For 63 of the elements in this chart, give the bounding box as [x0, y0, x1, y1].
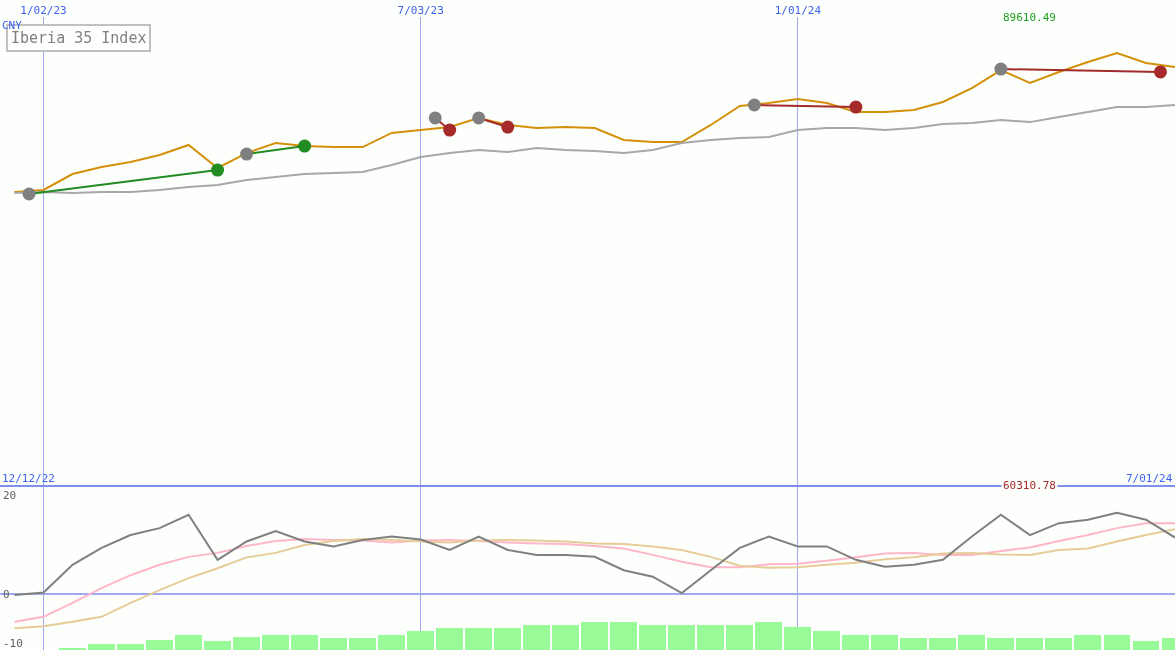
bar — [1045, 638, 1072, 650]
point — [849, 100, 863, 114]
bar — [494, 628, 521, 650]
bar — [784, 627, 811, 650]
bar — [958, 635, 985, 650]
bar — [262, 635, 289, 650]
bar — [320, 638, 347, 650]
point — [1154, 65, 1167, 79]
point — [443, 123, 457, 137]
bar — [349, 638, 376, 650]
y-tick-label: 60310.78 — [1003, 479, 1056, 492]
line-series — [13, 52, 1175, 194]
bar — [842, 635, 869, 650]
bar — [755, 622, 782, 650]
x-tick-label: 1/01/24 — [774, 3, 822, 17]
point — [472, 111, 486, 125]
bar — [378, 635, 405, 650]
text: Iberia 35 Index — [11, 29, 147, 47]
bar — [1016, 638, 1043, 650]
point — [240, 147, 254, 161]
annotation: 12/12/22 — [2, 472, 55, 485]
annotation: 7/01/24 — [1126, 472, 1173, 485]
bar — [233, 637, 260, 650]
bar — [813, 631, 840, 650]
bar — [1074, 635, 1101, 650]
bar — [726, 625, 753, 650]
line-series — [13, 511, 1175, 597]
y-tick-label: 20 — [3, 488, 17, 502]
bar — [407, 631, 434, 650]
bar — [175, 635, 202, 650]
bar — [1104, 635, 1130, 650]
bar — [987, 638, 1014, 650]
point — [298, 139, 312, 153]
bar — [291, 635, 318, 650]
y-axis-title: CNY — [2, 19, 23, 32]
x-tick-label: 1/02/23 — [20, 3, 67, 17]
bar — [146, 640, 173, 650]
bar — [117, 644, 144, 650]
x-tick-label: 7/03/23 — [397, 3, 444, 17]
bar — [581, 622, 608, 650]
bar — [523, 625, 550, 650]
point — [747, 98, 761, 112]
point — [211, 163, 225, 177]
bar — [900, 638, 927, 650]
y-tick-label: -10 — [3, 637, 23, 650]
point — [501, 120, 515, 134]
bar — [552, 625, 579, 650]
bar — [465, 628, 492, 650]
point — [22, 187, 36, 201]
bar — [610, 622, 637, 650]
bar — [668, 625, 695, 650]
bar — [871, 635, 898, 650]
bar — [929, 638, 956, 650]
point — [994, 62, 1008, 76]
y-tick-label: 89610.49 — [1003, 11, 1056, 24]
bar — [1133, 641, 1159, 650]
bar — [88, 644, 115, 650]
bar — [436, 628, 463, 650]
bar — [697, 625, 724, 650]
point — [428, 111, 442, 125]
bar — [204, 641, 231, 650]
line-series — [13, 104, 1175, 195]
bar — [639, 625, 666, 650]
